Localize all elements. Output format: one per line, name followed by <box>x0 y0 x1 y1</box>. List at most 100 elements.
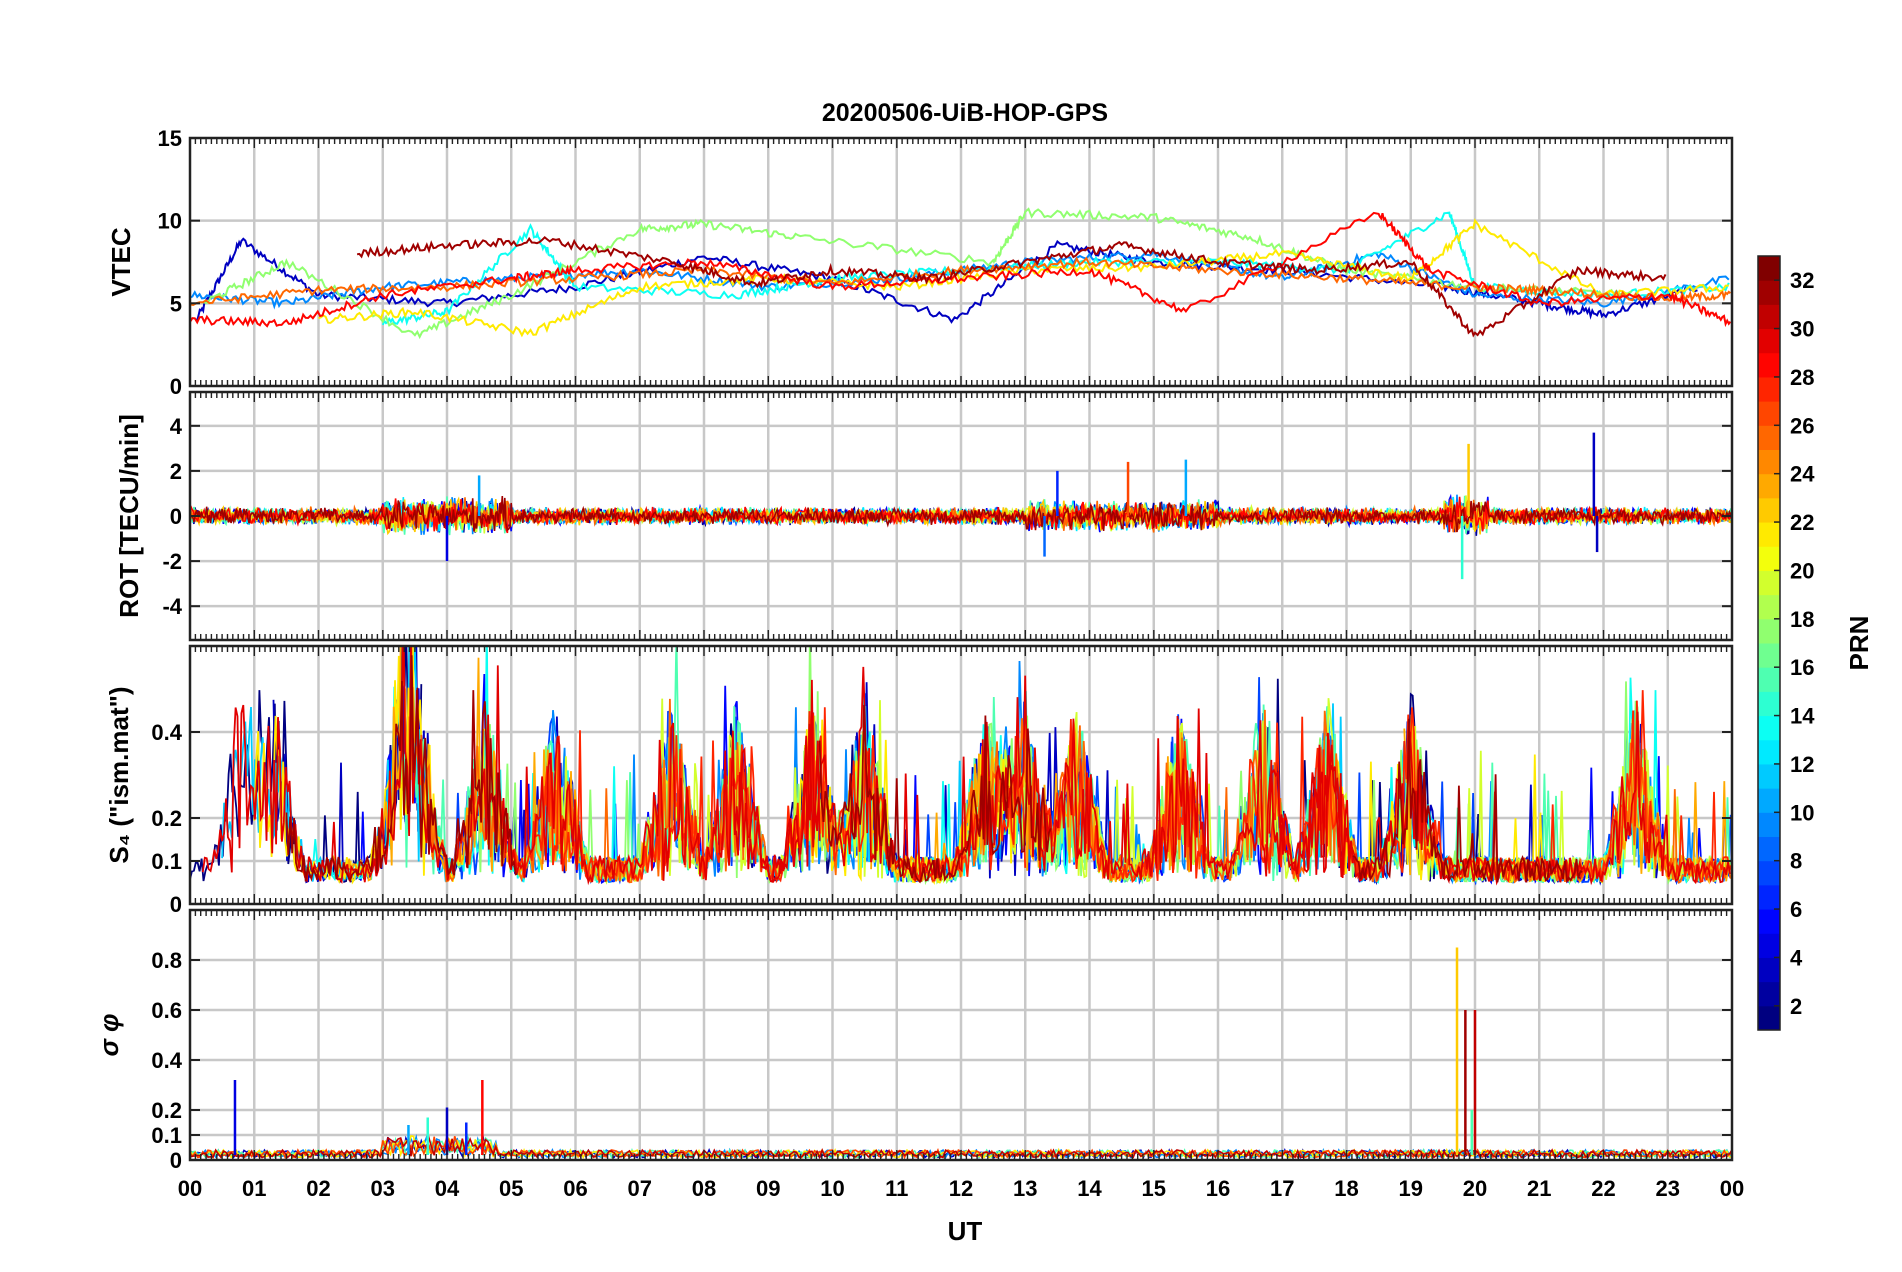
colorbar-swatch <box>1758 884 1780 910</box>
colorbar-tick-label: 22 <box>1790 510 1814 535</box>
colorbar-swatch <box>1758 715 1780 741</box>
colorbar-swatch <box>1758 401 1780 426</box>
y-tick-label: 0.1 <box>151 1123 182 1148</box>
y-axis-label: ROT [TECU/min] <box>114 414 144 618</box>
x-tick-label: 02 <box>306 1176 330 1201</box>
colorbar-swatch <box>1758 352 1780 378</box>
colorbar-tick-label: 28 <box>1790 365 1814 390</box>
panel-vtec: 0 5 10 15 VTEC <box>106 126 1734 399</box>
colorbar-swatch <box>1758 376 1780 402</box>
colorbar-swatch <box>1758 1005 1780 1031</box>
colorbar-swatch <box>1758 957 1780 983</box>
rot-series-prn-31 <box>190 496 1732 533</box>
vtec-series-prn-31 <box>356 235 1667 338</box>
colorbar-swatch <box>1758 497 1780 523</box>
y-tick-label: 15 <box>158 126 182 151</box>
x-tick-label: 00 <box>1720 1176 1744 1201</box>
x-tick-label: 07 <box>628 1176 652 1201</box>
y-tick-label: 5 <box>170 291 182 316</box>
x-tick-label: 03 <box>371 1176 395 1201</box>
x-minor-ticks <box>189 646 1733 904</box>
colorbar-swatch <box>1758 256 1780 281</box>
x-tick-label: 14 <box>1077 1176 1102 1201</box>
plot-area-rot <box>190 432 1732 580</box>
colorbar-tick-label: 26 <box>1790 413 1814 438</box>
s4-series-prn-25 <box>1487 720 1732 884</box>
colorbar-tick-label: 6 <box>1790 897 1802 922</box>
y-tick-label: 0 <box>170 504 182 529</box>
colorbar-swatch <box>1758 594 1780 620</box>
y-tick-label: 0.2 <box>151 1098 182 1123</box>
plot-area-vtec <box>190 207 1732 340</box>
colorbar-swatch <box>1758 522 1780 547</box>
y-tick-label: 0.8 <box>151 948 182 973</box>
colorbar-tick-label: 24 <box>1790 462 1815 487</box>
x-tick-label: 13 <box>1013 1176 1037 1201</box>
colorbar-tick-label: 12 <box>1790 752 1814 777</box>
vtec-series-prn-17 <box>202 207 1633 340</box>
colorbar-tick-label: 32 <box>1790 268 1814 293</box>
colorbar-swatch <box>1758 280 1780 305</box>
y-axis-label: σ φ <box>94 1014 124 1057</box>
colorbar-swatch <box>1758 691 1780 717</box>
colorbar-label: PRN <box>1844 616 1874 671</box>
s4-series-prn-31 <box>285 655 518 884</box>
x-tick-label: 09 <box>756 1176 780 1201</box>
x-tick-label: 12 <box>949 1176 973 1201</box>
colorbar-tick-label: 18 <box>1790 607 1814 632</box>
colorbar-swatch <box>1758 836 1780 862</box>
colorbar-swatch <box>1758 473 1780 499</box>
y-tick-label: 0 <box>170 374 182 399</box>
vtec-series-prn-28 <box>190 211 1732 328</box>
x-tick-label: 23 <box>1656 1176 1680 1201</box>
s4-series-prn-31 <box>818 704 1052 884</box>
colorbar-swatch <box>1758 933 1780 958</box>
panel-s4: 0 0.1 0.2 0.4 S₄ ("ism.mat") <box>104 644 1734 917</box>
x-tick-label: 20 <box>1463 1176 1487 1201</box>
x-tick-label: 16 <box>1206 1176 1230 1201</box>
colorbar-tick-label: 2 <box>1790 994 1802 1019</box>
y-tick-label: 0.4 <box>151 720 182 745</box>
x-axis-label: UT <box>948 1216 983 1246</box>
colorbar-swatch <box>1758 860 1780 886</box>
colorbar-frame <box>1757 255 1781 1031</box>
x-tick-label: 18 <box>1334 1176 1358 1201</box>
colorbar-swatch <box>1758 812 1780 837</box>
x-tick-label: 10 <box>820 1176 844 1201</box>
y-axis-label: S₄ ("ism.mat") <box>104 686 134 863</box>
x-tick-label: 15 <box>1142 1176 1166 1201</box>
colorbar-swatch <box>1758 739 1780 765</box>
colorbar-swatch <box>1758 449 1780 475</box>
colorbar-swatch <box>1758 981 1780 1007</box>
x-tick-labels: 00 01 02 03 04 05 06 07 08 09 10 11 12 13 14 15 16 17 18 19… <box>178 1176 1744 1201</box>
colorbar-swatch <box>1758 788 1780 813</box>
y-tick-label: 0.2 <box>151 806 182 831</box>
colorbar-tick-label: 8 <box>1790 849 1802 874</box>
chart-title: 20200506-UiB-HOP-GPS <box>822 99 1108 127</box>
y-tick-label: 0.1 <box>151 849 182 874</box>
colorbar-swatch <box>1758 304 1780 330</box>
colorbar-tick-label: 30 <box>1790 317 1814 342</box>
x-tick-label: 11 <box>885 1176 908 1201</box>
x-tick-label: 17 <box>1270 1176 1294 1201</box>
y-tick-label: 0 <box>170 1148 182 1173</box>
colorbar-tick-label: 14 <box>1790 704 1815 729</box>
x-tick-label: 01 <box>242 1176 266 1201</box>
colorbar-swatch <box>1758 763 1780 789</box>
panel-sigma_phi: 00.10.2 0.4 0.6 0.8 σ φ <box>94 908 1734 1173</box>
y-tick-label: 4 <box>170 414 183 439</box>
colorbar-tick-label: 20 <box>1790 558 1814 583</box>
y-axis-label: VTEC <box>106 227 136 297</box>
colorbar-swatch <box>1758 618 1780 644</box>
s4-series-prn-31 <box>1352 718 1583 884</box>
colorbar-tick-label: 16 <box>1790 655 1814 680</box>
x-minor-ticks <box>189 910 1733 1160</box>
colorbar-tick-label: 10 <box>1790 800 1814 825</box>
y-tick-label: 0.6 <box>151 998 182 1023</box>
x-tick-label: 08 <box>692 1176 716 1201</box>
x-tick-label: 06 <box>563 1176 587 1201</box>
y-tick-label: -4 <box>162 594 182 619</box>
colorbar-swatch <box>1758 909 1780 934</box>
